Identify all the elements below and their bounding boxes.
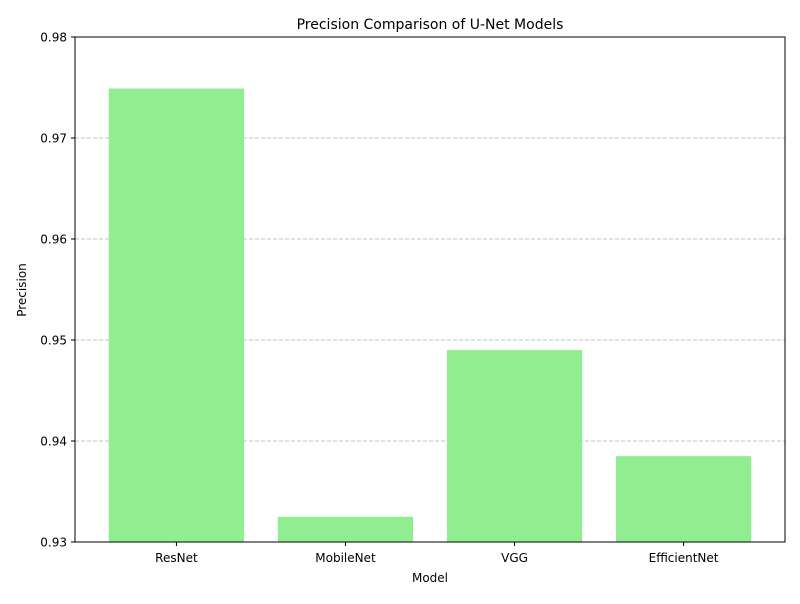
bars-group: [108, 88, 752, 542]
y-tick-label: 0.98: [40, 31, 67, 45]
y-tick-label: 0.97: [40, 132, 67, 146]
bar-resnet: [108, 88, 245, 542]
y-ticks: 0.93 0.94 0.95 0.96 0.97 0.98: [40, 31, 75, 550]
grid-lines: [75, 137, 785, 442]
y-axis-label: Precision: [15, 263, 29, 317]
y-tick-label: 0.96: [40, 233, 67, 247]
x-ticks: ResNet MobileNet VGG EfficientNet: [155, 542, 719, 565]
chart-title: Precision Comparison of U-Net Models: [297, 17, 564, 33]
y-tick-label: 0.93: [40, 536, 67, 550]
y-tick-label: 0.94: [40, 435, 67, 449]
x-tick-label: ResNet: [155, 551, 198, 565]
bar-vgg: [446, 350, 583, 542]
bar-mobilenet: [277, 516, 414, 542]
x-tick-label: EfficientNet: [649, 551, 719, 565]
plot-frame: [74, 36, 786, 543]
y-tick-label: 0.95: [40, 334, 67, 348]
x-tick-label: VGG: [501, 551, 528, 565]
x-tick-label: MobileNet: [315, 551, 376, 565]
bar-efficientnet: [615, 456, 752, 542]
x-axis-label: Model: [412, 571, 448, 585]
